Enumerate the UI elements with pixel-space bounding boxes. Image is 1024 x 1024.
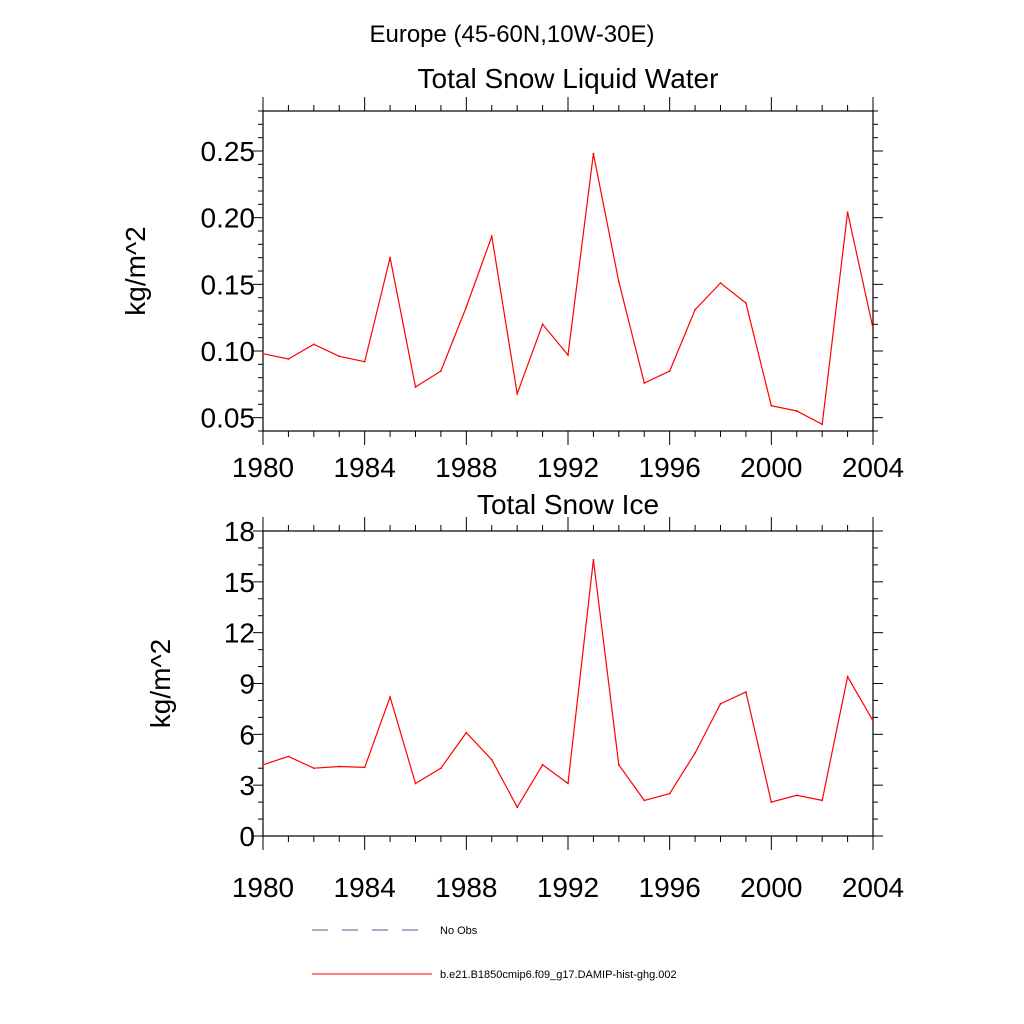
liquid-water-data-point (745, 302, 747, 304)
snow-ice-xtick-label: 1996 (639, 872, 701, 903)
snow-ice-panel: Total Snow Ice 0 3 6 9 12 15 18 1980 1984 1988 1992… (145, 489, 904, 903)
liquid-water-data-point (287, 358, 290, 360)
liquid-water-ytick-label: 0.25 (201, 136, 256, 167)
liquid-water-data-point (490, 235, 493, 238)
liquid-water-data-point (516, 392, 519, 395)
liquid-water-xtick-label: 2000 (740, 452, 802, 483)
liquid-water-data-point (389, 256, 391, 259)
liquid-water-data-point (363, 360, 366, 363)
snow-ice-ytick-label: 12 (224, 618, 255, 649)
snow-ice-data-point (414, 782, 417, 785)
snow-ice-xtick-label: 1992 (537, 872, 599, 903)
liquid-water-xtick-label: 1984 (334, 452, 396, 483)
liquid-water-ylabel: kg/m^2 (120, 226, 151, 315)
liquid-water-ytick-label: 0.20 (201, 203, 256, 234)
snow-ice-data-point (770, 801, 773, 804)
liquid-water-data-point (592, 152, 595, 155)
snow-ice-xtick-label: 1988 (435, 872, 497, 903)
liquid-water-data-point (541, 323, 544, 326)
snow-ice-data-point (287, 755, 290, 758)
snow-ice-data-point (795, 794, 798, 797)
liquid-water-data-point (414, 386, 417, 388)
snow-ice-data-point (338, 765, 341, 768)
legend-entry-model-run: b.e21.B1850cmip6.f09_g17.DAMIP-hist-ghg.… (312, 969, 677, 981)
liquid-water-data-point (872, 327, 874, 330)
liquid-water-data-point (770, 404, 773, 407)
liquid-water-frame (262, 110, 874, 432)
liquid-water-xtick-label: 1980 (232, 452, 294, 483)
legend: No Obs b.e21.B1850cmip6.f09_g17.DAMIP-hi… (312, 925, 677, 981)
legend-label-model-run: b.e21.B1850cmip6.f09_g17.DAMIP-hist-ghg.… (440, 969, 677, 981)
snow-ice-data-point (389, 696, 391, 698)
liquid-water-ytick-label: 0.10 (201, 336, 256, 367)
liquid-water-data-point (338, 355, 341, 358)
snow-ice-ytick-label: 9 (239, 669, 255, 700)
snow-ice-data-point (821, 799, 824, 802)
liquid-water-data-point (719, 282, 722, 284)
snow-ice-ylabel: kg/m^2 (145, 639, 176, 728)
snow-ice-data-point (745, 691, 747, 693)
snow-ice-data-point (567, 782, 569, 785)
liquid-water-data-point (821, 423, 824, 426)
legend-label-no-obs: No Obs (440, 925, 478, 937)
snow-ice-data-point (262, 763, 264, 766)
snow-ice-data-point (592, 558, 595, 561)
liquid-water-xtick-label: 2004 (842, 452, 904, 483)
liquid-water-data-point (465, 306, 468, 308)
liquid-water-data-point (668, 370, 671, 372)
snow-ice-data-point (617, 763, 620, 766)
snow-ice-data-point (872, 719, 874, 722)
snow-ice-xtick-label: 2000 (740, 872, 802, 903)
snow-ice-ytick-label: 0 (239, 821, 255, 852)
snow-ice-data-point (694, 752, 696, 754)
snow-ice-data-point (465, 731, 468, 734)
snow-ice-data-point (643, 799, 646, 802)
snow-ice-xtick-label: 1984 (334, 872, 396, 903)
liquid-water-data-point (567, 354, 569, 356)
snow-ice-data-point (719, 702, 722, 705)
snow-ice-data-point (541, 763, 544, 766)
liquid-water-ytick-label: 0.05 (201, 403, 256, 434)
snow-ice-data-point (440, 767, 442, 770)
snow-ice-xtick-label: 2004 (842, 872, 904, 903)
snow-ice-ytick-label: 18 (224, 516, 255, 547)
snow-ice-ytick-label: 6 (239, 719, 255, 750)
snow-ice-data-point (516, 806, 519, 809)
liquid-water-data-point (846, 211, 849, 214)
snow-ice-ytick-label: 15 (224, 567, 255, 598)
snow-ice-series-line (262, 559, 874, 809)
liquid-water-data-point (795, 410, 798, 412)
liquid-water-data-point (440, 370, 442, 372)
snow-ice-frame (262, 530, 874, 837)
legend-entry-no-obs: No Obs (312, 925, 478, 937)
snow-ice-data-point (846, 675, 849, 678)
figure-title: Europe (45-60N,10W-30E) (369, 21, 654, 48)
liquid-water-data-point (262, 352, 264, 355)
liquid-water-xtick-label: 1988 (435, 452, 497, 483)
snow-ice-ytick-label: 3 (239, 770, 255, 801)
snow-ice-xtick-label: 1980 (232, 872, 294, 903)
snow-ice-data-point (490, 758, 493, 761)
liquid-water-title: Total Snow Liquid Water (418, 63, 719, 94)
liquid-water-ytick-label: 0.15 (201, 269, 256, 300)
snow-ice-data-point (312, 767, 315, 770)
liquid-water-data-point (694, 308, 696, 311)
liquid-water-data-point (312, 343, 315, 346)
snow-liquid-water-panel: Total Snow Liquid Water 0.05 0.10 0.15 0.20 0… (120, 63, 904, 483)
liquid-water-xtick-label: 1996 (639, 452, 701, 483)
liquid-water-data-point (617, 280, 620, 283)
snow-ice-data-point (668, 792, 671, 795)
liquid-water-data-point (643, 382, 646, 384)
snow-ice-data-point (363, 766, 366, 769)
liquid-water-xtick-label: 1992 (537, 452, 599, 483)
snow-ice-title: Total Snow Ice (477, 489, 659, 520)
liquid-water-series-line (262, 153, 874, 426)
